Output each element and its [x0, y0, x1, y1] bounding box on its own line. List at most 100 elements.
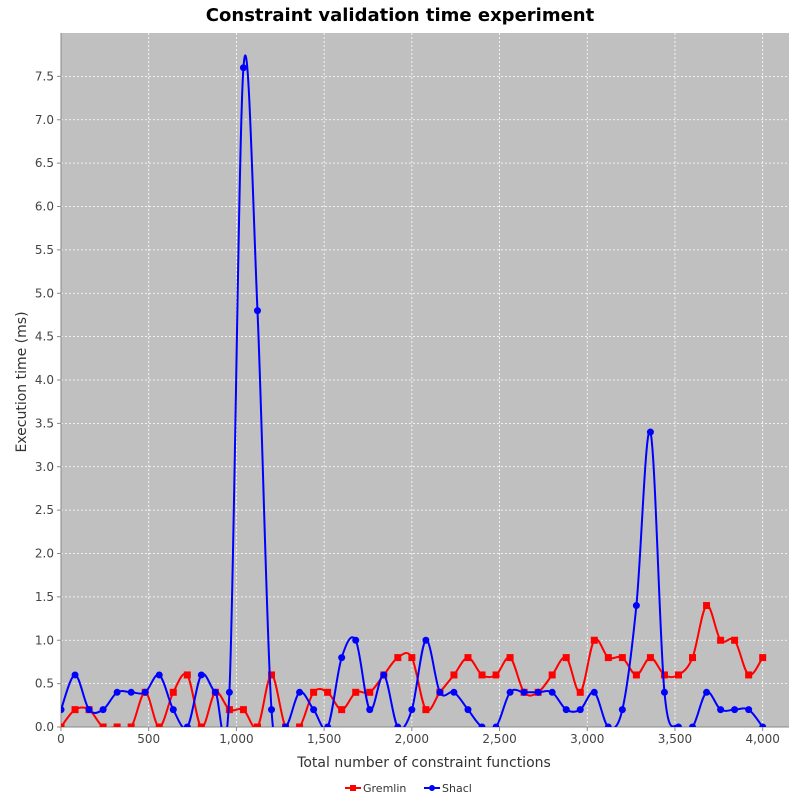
axes: 0.0 0.5 1.0 1.5 2.0 2.5 3.0 3.5 4.0 4.5 5.0 5.5 6.0 6… [35, 33, 789, 746]
gremlin-point [338, 706, 346, 714]
x-axis-label: Total number of constraint functions [296, 755, 551, 771]
y-tick-label: 7.5 [35, 69, 54, 83]
y-tick-label: 4.5 [35, 330, 54, 344]
legend-swatch-marker [350, 785, 356, 791]
series-layer [61, 54, 767, 727]
gremlin-point [239, 706, 247, 714]
gremlin-point [169, 688, 177, 696]
shacl-point [478, 723, 486, 727]
gremlin-point [703, 602, 711, 610]
shacl-point [310, 706, 318, 714]
shacl-point [548, 688, 556, 696]
gremlin-point [253, 723, 261, 727]
legend-label: Gremlin [363, 782, 406, 795]
gremlin-point [352, 688, 360, 696]
shacl-point [408, 706, 416, 714]
y-tick-label: 0.5 [35, 677, 54, 691]
shacl-point [590, 688, 598, 696]
gremlin-point [590, 636, 598, 644]
gremlin-point [197, 723, 205, 727]
gremlin-point [562, 654, 570, 662]
legend-swatch-marker [429, 785, 435, 791]
shacl-line [61, 54, 764, 727]
shacl-point [534, 688, 542, 696]
gremlin-point [506, 654, 514, 662]
gremlin-point [324, 688, 332, 696]
shacl-point [717, 706, 725, 714]
shacl-point [85, 706, 93, 714]
shacl-point [492, 723, 500, 727]
shacl-point [759, 723, 767, 727]
gremlin-point [408, 654, 416, 662]
x-tick-label: 3,000 [570, 732, 604, 746]
gremlin-point [660, 671, 668, 679]
shacl-point [183, 723, 191, 727]
shacl-point [211, 688, 219, 696]
shacl-point [155, 671, 163, 679]
shacl-point [689, 723, 697, 727]
gremlin-point [632, 671, 640, 679]
gremlin-point [296, 723, 304, 727]
shacl-series [61, 54, 767, 727]
shacl-point [366, 706, 374, 714]
shacl-point [141, 688, 149, 696]
shacl-point [169, 706, 177, 714]
gremlin-point [422, 706, 430, 714]
shacl-point [632, 602, 640, 610]
shacl-point [282, 723, 290, 727]
y-tick-label: 5.0 [35, 286, 54, 300]
shacl-point [253, 307, 261, 315]
x-tick-label: 2,500 [482, 732, 516, 746]
gremlin-point [366, 688, 374, 696]
x-tick-label: 2,000 [395, 732, 429, 746]
shacl-point [324, 723, 332, 727]
shacl-point [450, 688, 458, 696]
y-tick-label: 1.5 [35, 590, 54, 604]
chart-title: Constraint validation time experiment [206, 5, 595, 26]
shacl-point [731, 706, 739, 714]
shacl-point [604, 723, 612, 727]
shacl-point [660, 688, 668, 696]
shacl-point [338, 654, 346, 662]
gremlin-point [464, 654, 472, 662]
gremlin-point [310, 688, 318, 696]
y-tick-label: 1.0 [35, 633, 54, 647]
y-tick-label: 3.0 [35, 460, 54, 474]
shacl-point [61, 706, 65, 714]
y-tick-label: 6.0 [35, 200, 54, 214]
legend: Gremlin Shacl [345, 782, 472, 795]
y-tick-label: 6.5 [35, 156, 54, 170]
gremlin-point [618, 654, 626, 662]
shacl-point [225, 688, 233, 696]
gremlin-point [731, 636, 739, 644]
gremlin-point [113, 723, 121, 727]
shacl-point [268, 706, 276, 714]
gremlin-point [717, 636, 725, 644]
gremlin-point [646, 654, 654, 662]
shacl-point [618, 706, 626, 714]
shacl-point [197, 671, 205, 679]
gremlin-point [155, 723, 163, 727]
gremlin-point [183, 671, 191, 679]
shacl-point [703, 688, 711, 696]
y-tick-label: 0.0 [35, 720, 54, 734]
shacl-point [506, 688, 514, 696]
gremlin-point [492, 671, 500, 679]
legend-item-gremlin: Gremlin [345, 782, 406, 795]
gremlin-point [99, 723, 107, 727]
gremlin-point [450, 671, 458, 679]
x-tick-label: 500 [137, 732, 160, 746]
gremlin-point [576, 688, 584, 696]
gremlin-point [127, 723, 135, 727]
shacl-point [296, 688, 304, 696]
y-tick-label: 3.5 [35, 416, 54, 430]
shacl-point [380, 671, 388, 679]
shacl-point [464, 706, 472, 714]
y-tick-label: 4.0 [35, 373, 54, 387]
gremlin-point [604, 654, 612, 662]
shacl-point [71, 671, 79, 679]
y-tick-label: 2.0 [35, 547, 54, 561]
shacl-point [352, 636, 360, 644]
